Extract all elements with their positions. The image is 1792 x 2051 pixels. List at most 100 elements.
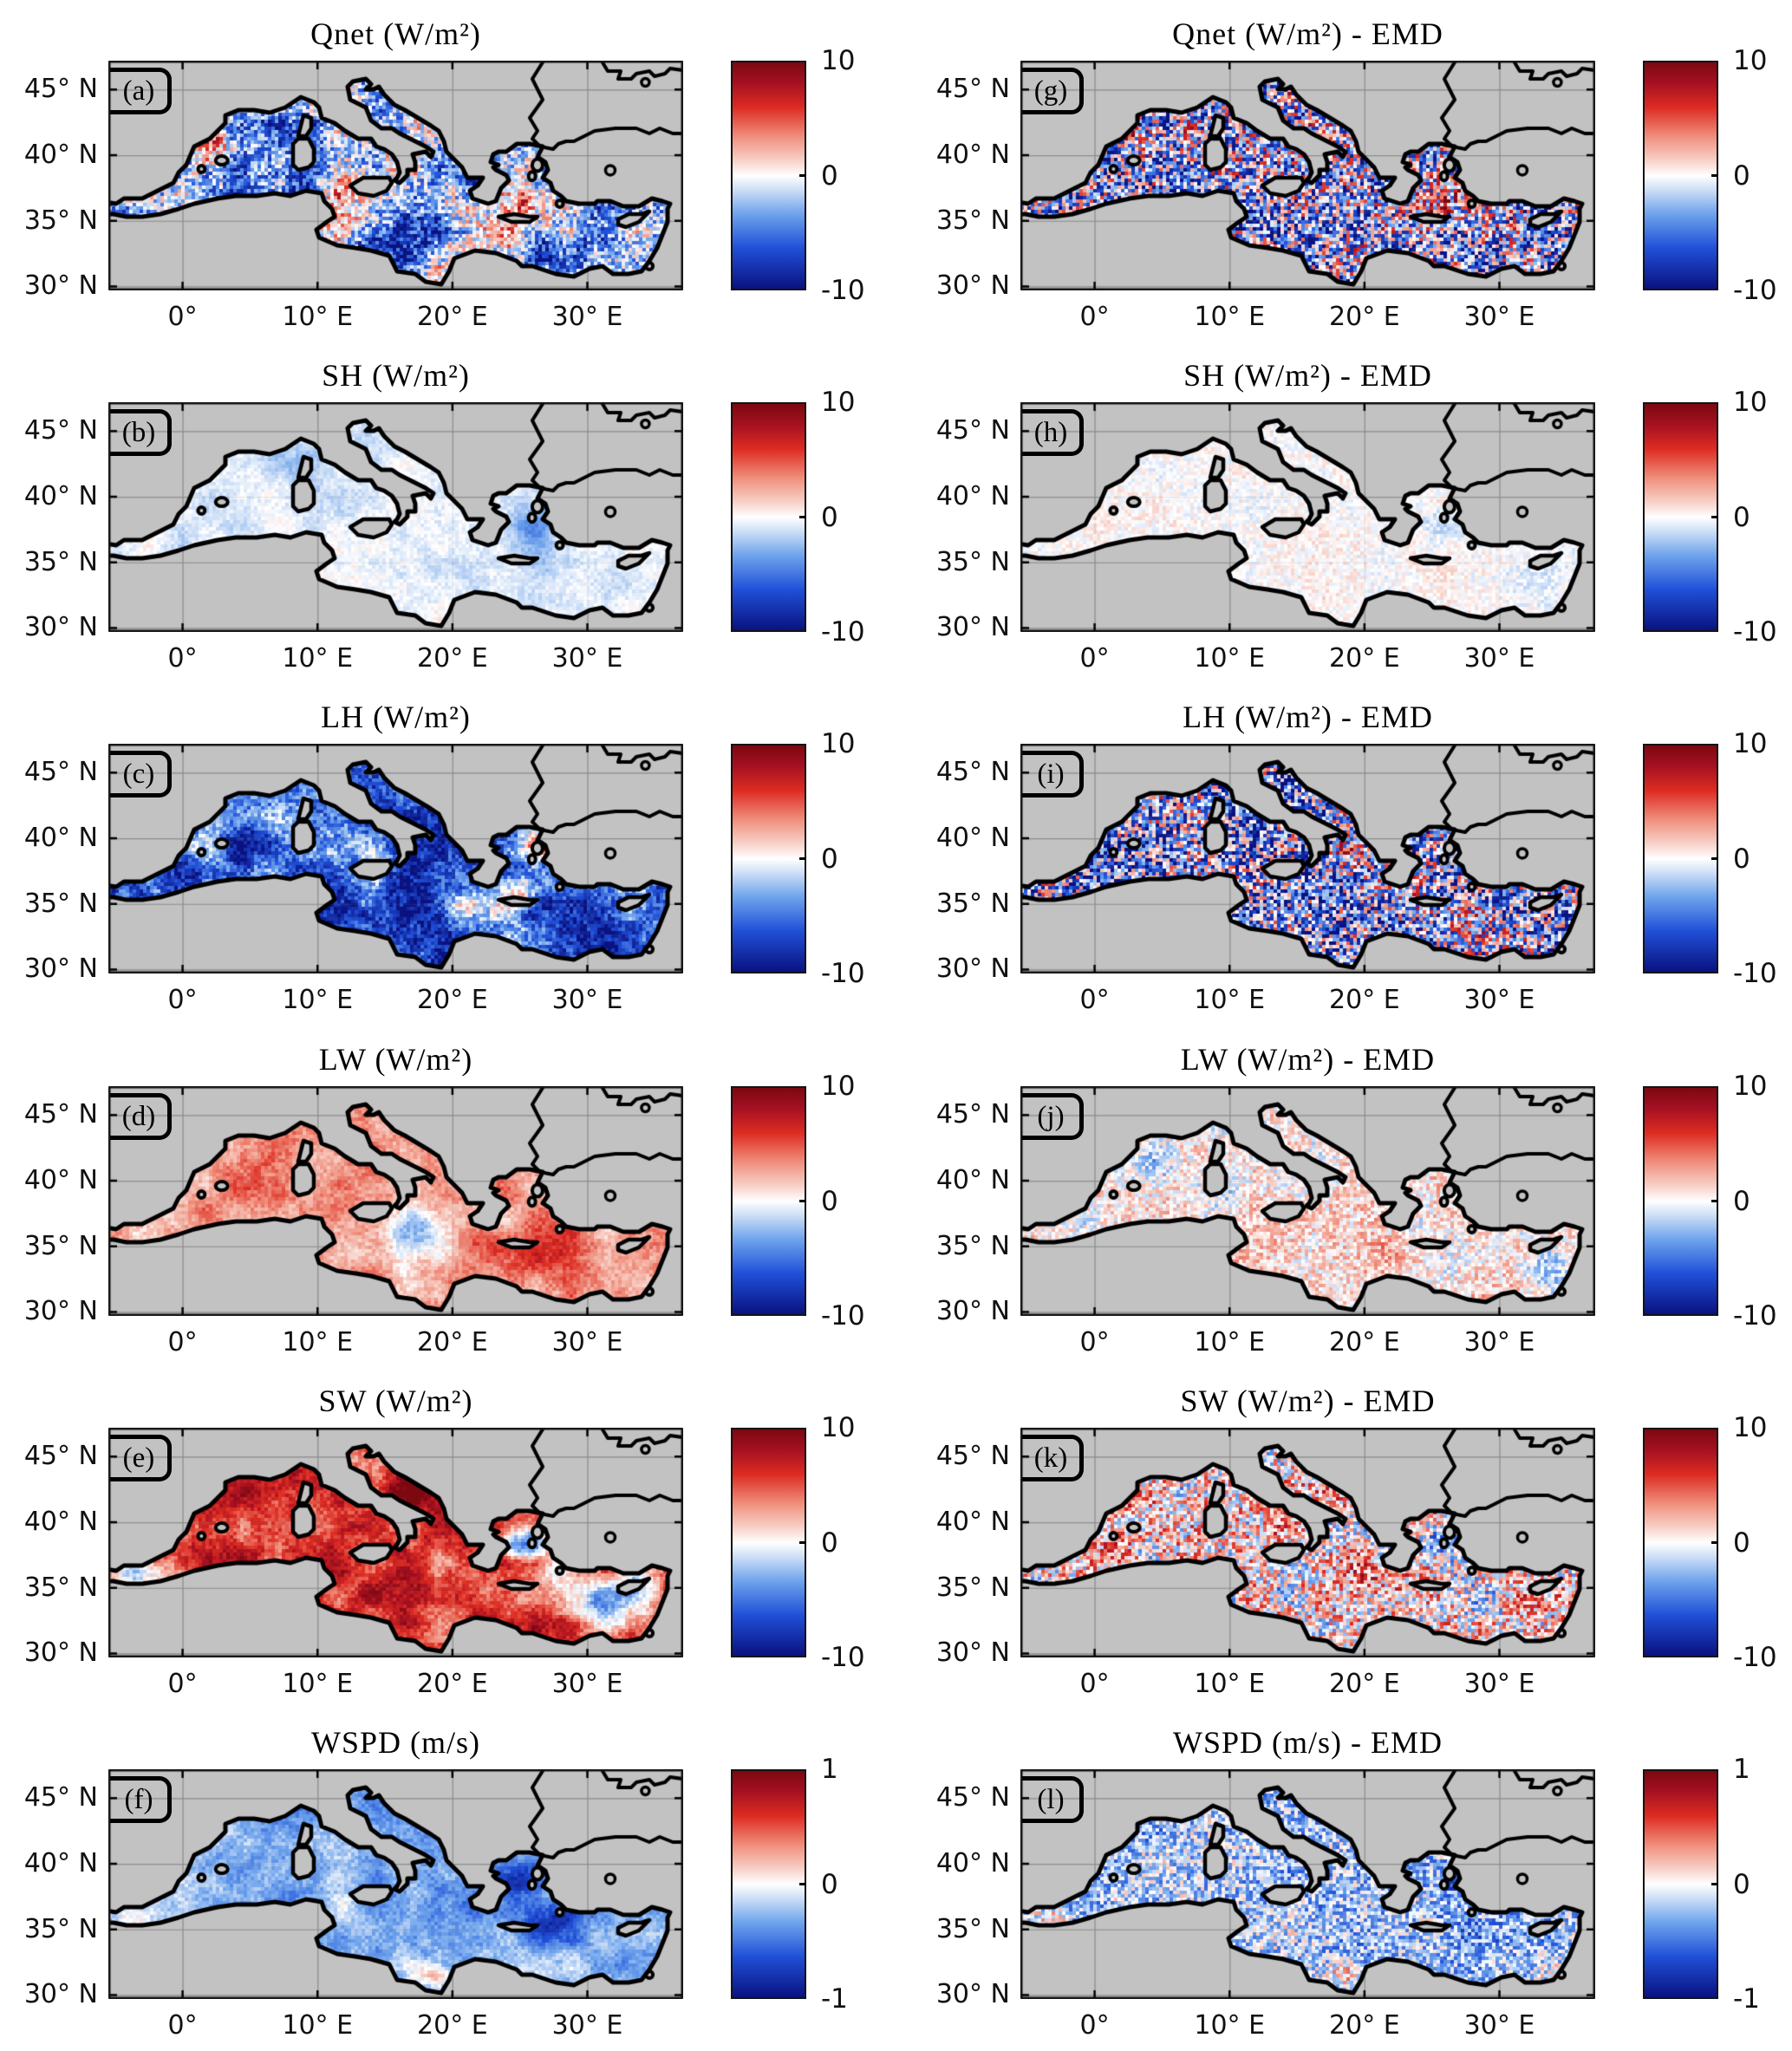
map-canvas-a — [108, 61, 683, 290]
panel-tag-e: (e) — [110, 1435, 172, 1481]
colorbar-tick-label: 10 — [1733, 387, 1768, 418]
colorbar-tick-label: 0 — [821, 1527, 838, 1559]
x-tick-label: 20° E — [417, 302, 488, 332]
colorbar-f — [731, 1769, 806, 1999]
colorbar-tick-label: 10 — [1733, 1412, 1768, 1443]
y-tick-label: 30° N — [935, 270, 1010, 302]
map-canvas-e — [108, 1428, 683, 1657]
y-tick-label: 45° N — [23, 415, 98, 446]
x-tick-label: 30° E — [551, 985, 623, 1015]
x-tick-label: 0° — [167, 2010, 198, 2041]
panel-title-j: LW (W/m²) - EMD — [1180, 1042, 1436, 1077]
x-tick-label: 0° — [167, 985, 198, 1015]
map-canvas-h — [1020, 402, 1595, 632]
y-tick-label: 35° N — [935, 888, 1010, 919]
x-tick-label: 0° — [1079, 643, 1110, 674]
y-tick-label: 30° N — [935, 954, 1010, 985]
panel-tag-f: (f) — [110, 1776, 172, 1823]
colorbar-tick-label: -10 — [1733, 616, 1777, 648]
map-canvas-c — [108, 744, 683, 973]
colorbar-tick-label: 0 — [821, 1868, 838, 1900]
colorbar-tick-label: 1 — [1733, 1754, 1750, 1785]
panel-title-d: LW (W/m²) — [318, 1042, 473, 1077]
x-tick-label: 20° E — [1329, 1669, 1400, 1699]
panel-tag-d: (d) — [110, 1093, 172, 1140]
y-tick-label: 30° N — [935, 612, 1010, 643]
colorbar-tick-label: -10 — [1733, 1642, 1777, 1673]
y-tick-label: 45° N — [935, 74, 1010, 105]
colorbar-tick-label: 10 — [821, 728, 856, 759]
y-tick-label: 30° N — [23, 1638, 98, 1669]
colorbar-e — [731, 1428, 806, 1657]
colorbar-tick-label: 10 — [821, 1412, 856, 1443]
map-canvas-d — [108, 1086, 683, 1316]
y-tick-label: 40° N — [23, 1507, 98, 1538]
colorbar-d — [731, 1086, 806, 1316]
colorbar-tick-label: 0 — [821, 160, 838, 192]
y-tick-label: 40° N — [23, 481, 98, 512]
x-tick-label: 30° E — [551, 643, 623, 674]
x-tick-label: 20° E — [417, 1327, 488, 1358]
colorbar-tick-label: 1 — [821, 1754, 838, 1785]
colorbar-tick-label: 10 — [1733, 1071, 1768, 1102]
y-tick-label: 30° N — [23, 270, 98, 302]
y-tick-label: 30° N — [935, 1638, 1010, 1669]
x-tick-label: 0° — [1079, 2010, 1110, 2041]
panel-title-c: LH (W/m²) — [321, 700, 471, 734]
y-tick-label: 45° N — [935, 1782, 1010, 1813]
map-canvas-l — [1020, 1769, 1595, 1999]
panel-title-k: SW (W/m²) - EMD — [1180, 1384, 1436, 1418]
y-tick-label: 30° N — [23, 1296, 98, 1327]
y-tick-label: 35° N — [935, 205, 1010, 236]
y-tick-label: 30° N — [935, 1979, 1010, 2010]
x-tick-label: 30° E — [1463, 1669, 1535, 1699]
x-tick-label: 10° E — [282, 1669, 354, 1699]
y-tick-label: 40° N — [23, 1165, 98, 1196]
x-tick-label: 30° E — [1463, 302, 1535, 332]
y-tick-label: 35° N — [935, 546, 1010, 577]
colorbar-l — [1643, 1769, 1718, 1999]
panel-title-a: Qnet (W/m²) — [310, 16, 481, 51]
colorbar-i — [1643, 744, 1718, 973]
panel-title-l: WSPD (m/s) - EMD — [1173, 1725, 1443, 1760]
x-tick-label: 10° E — [1194, 2010, 1266, 2041]
x-tick-label: 30° E — [1463, 643, 1535, 674]
x-tick-label: 0° — [1079, 1669, 1110, 1699]
y-tick-label: 45° N — [935, 415, 1010, 446]
x-tick-label: 30° E — [1463, 1327, 1535, 1358]
x-tick-label: 20° E — [417, 1669, 488, 1699]
y-tick-label: 40° N — [23, 823, 98, 854]
y-tick-label: 35° N — [23, 205, 98, 236]
y-tick-label: 40° N — [935, 1848, 1010, 1879]
y-tick-label: 45° N — [935, 757, 1010, 788]
colorbar-zero-tick — [1711, 174, 1718, 177]
colorbar-zero-tick — [1711, 1883, 1718, 1885]
y-tick-label: 35° N — [23, 888, 98, 919]
x-tick-label: 30° E — [551, 302, 623, 332]
colorbar-tick-label: -10 — [1733, 958, 1777, 989]
panel-title-f: WSPD (m/s) — [310, 1725, 480, 1760]
colorbar-zero-tick — [799, 516, 806, 518]
colorbar-tick-label: -1 — [821, 1983, 848, 2015]
x-tick-label: 10° E — [282, 643, 354, 674]
x-tick-label: 10° E — [1194, 1327, 1266, 1358]
y-tick-label: 35° N — [935, 1913, 1010, 1944]
colorbar-tick-label: 0 — [821, 1185, 838, 1217]
x-tick-label: 20° E — [1329, 643, 1400, 674]
colorbar-tick-label: -10 — [821, 616, 865, 648]
y-tick-label: 45° N — [935, 1441, 1010, 1472]
panel-tag-k: (k) — [1022, 1435, 1084, 1481]
colorbar-tick-label: 0 — [821, 843, 838, 875]
x-tick-label: 30° E — [1463, 2010, 1535, 2041]
colorbar-tick-label: -10 — [1733, 1300, 1777, 1332]
colorbar-k — [1643, 1428, 1718, 1657]
colorbar-tick-label: -10 — [1733, 275, 1777, 306]
x-tick-label: 20° E — [1329, 1327, 1400, 1358]
colorbar-tick-label: 10 — [821, 387, 856, 418]
y-tick-label: 30° N — [935, 1296, 1010, 1327]
y-tick-label: 45° N — [23, 1782, 98, 1813]
y-tick-label: 45° N — [935, 1099, 1010, 1130]
colorbar-a — [731, 61, 806, 290]
y-tick-label: 35° N — [23, 1572, 98, 1603]
x-tick-label: 10° E — [282, 1327, 354, 1358]
